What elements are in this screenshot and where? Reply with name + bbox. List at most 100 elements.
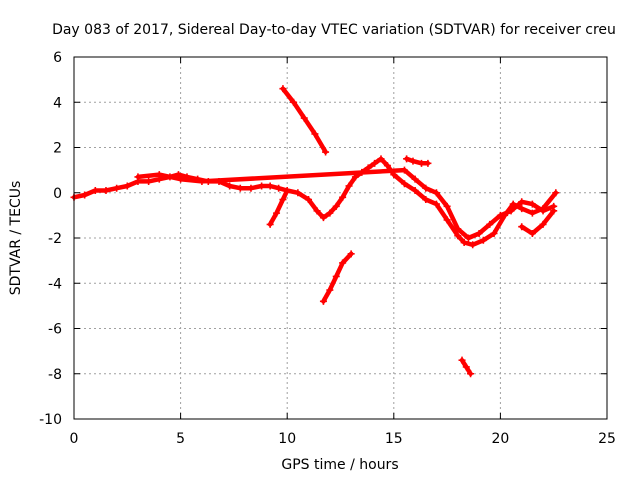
data-point: [300, 114, 308, 122]
data-point: [177, 175, 185, 183]
data-point: [467, 370, 475, 378]
data-point: [371, 159, 379, 167]
data-point: [432, 200, 440, 208]
data-point: [377, 155, 385, 163]
data-point: [134, 173, 142, 181]
data-point: [345, 182, 353, 190]
data-point: [539, 207, 547, 215]
data-point: [198, 177, 206, 185]
data-point: [332, 202, 340, 210]
data-point: [266, 182, 274, 190]
data-point: [266, 220, 274, 228]
grid: [74, 57, 607, 419]
data-point: [496, 211, 504, 219]
y-tick-label: -10: [39, 412, 62, 428]
data-point: [155, 171, 163, 179]
series-main-trace: [70, 155, 560, 249]
data-point: [91, 186, 99, 194]
series-line: [321, 251, 354, 304]
x-tick-label: 0: [70, 431, 79, 447]
data-point: [123, 182, 131, 190]
series-ascending-segment: [319, 250, 355, 305]
data-point: [145, 177, 153, 185]
series-line: [519, 208, 556, 236]
series-short-dip-segment: [266, 186, 291, 228]
data-point: [460, 239, 468, 247]
x-axis-label: GPS time / hours: [281, 457, 398, 473]
data-point: [247, 184, 255, 192]
series-descending-segment: [279, 85, 330, 156]
series-line: [135, 167, 556, 241]
data-point: [411, 175, 419, 183]
axis-ticks: 0 5 10 15 20 25 -10 -8 -6 -4 -2 0 2 4 6: [39, 50, 616, 447]
x-tick-label: 25: [598, 431, 616, 447]
series-band-offset: [134, 166, 558, 242]
data-point: [275, 184, 283, 192]
y-tick-label: -8: [48, 367, 62, 383]
y-tick-label: 4: [53, 95, 62, 111]
data-point: [552, 189, 560, 197]
data-point: [464, 234, 472, 242]
data-point: [339, 259, 347, 267]
data-point: [236, 184, 244, 192]
x-tick-label: 10: [278, 431, 296, 447]
data-point: [528, 229, 536, 237]
data-point: [454, 232, 462, 240]
data-point: [443, 202, 451, 210]
plot-frame: [73, 56, 608, 420]
y-tick-label: 6: [53, 50, 62, 66]
data-point: [424, 159, 432, 167]
data-point: [422, 184, 430, 192]
data-point: [475, 229, 483, 237]
data-point: [469, 241, 477, 249]
data-point: [290, 98, 298, 106]
data-point: [311, 130, 319, 138]
data-point: [458, 356, 466, 364]
data-point: [539, 220, 547, 228]
series-line: [267, 188, 290, 227]
data-point: [507, 207, 515, 215]
data-point: [518, 205, 526, 213]
data-point: [432, 189, 440, 197]
data-point: [319, 214, 327, 222]
y-tick-label: -4: [48, 276, 62, 292]
data-point: [550, 207, 558, 215]
data-point: [443, 216, 451, 224]
data-point: [322, 148, 330, 156]
data-point: [486, 220, 494, 228]
data-point: [418, 159, 426, 167]
data-point: [403, 155, 411, 163]
chart-title: Day 083 of 2017, Sidereal Day-to-day VTE…: [52, 22, 616, 38]
data-point: [283, 186, 291, 194]
data-point: [226, 182, 234, 190]
data-point: [102, 186, 110, 194]
y-tick-label: -2: [48, 231, 62, 247]
data-point: [518, 223, 526, 231]
data-point: [279, 85, 287, 93]
data-point: [273, 209, 281, 217]
y-tick-label: 0: [53, 186, 62, 202]
data-point: [400, 180, 408, 188]
data-point: [81, 191, 89, 199]
data-point: [383, 162, 391, 170]
data-point: [258, 182, 266, 190]
y-tick-label: 2: [53, 141, 62, 157]
series-bottom-segment: [458, 356, 475, 378]
data-point: [279, 196, 287, 204]
data-point: [294, 189, 302, 197]
data-point: [400, 166, 408, 174]
data-point: [528, 209, 536, 217]
x-tick-label: 20: [491, 431, 509, 447]
data-point: [347, 250, 355, 258]
y-axis-label: SDTVAR / TECUs: [8, 181, 24, 296]
data-point: [319, 297, 327, 305]
data-point: [305, 196, 313, 204]
data-point: [454, 225, 462, 233]
data-point: [409, 157, 417, 165]
x-tick-label: 5: [176, 431, 185, 447]
data-point: [326, 286, 334, 294]
data-point: [422, 196, 430, 204]
data-point: [462, 363, 470, 371]
data-point: [332, 272, 340, 280]
